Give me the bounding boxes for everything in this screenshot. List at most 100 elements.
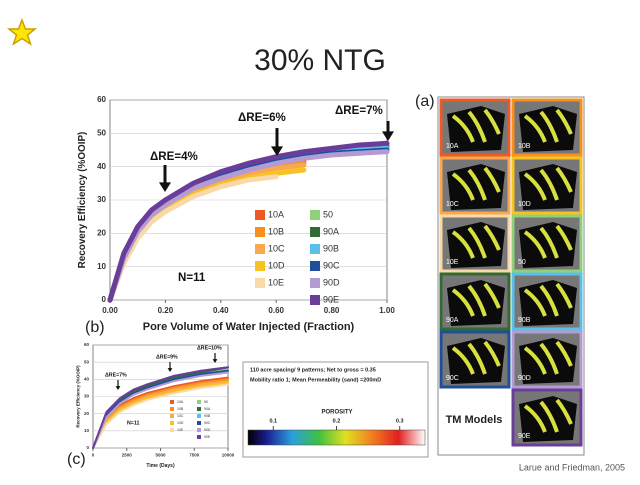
annotation: ΔRE=4% (150, 151, 198, 163)
annotation: N=11 (127, 420, 139, 426)
x-tick-label: 0.00 (102, 306, 118, 315)
model-label: 90B (518, 317, 531, 324)
legend-label: 90D (204, 428, 211, 432)
panel-label: (c) (67, 451, 86, 468)
model-label: 10E (446, 259, 459, 266)
legend-swatch (255, 227, 265, 237)
y-tick-label: 10 (97, 262, 106, 271)
sand-body (451, 224, 501, 259)
x-axis-title: Pore Volume of Water Injected (Fraction) (143, 321, 355, 333)
info-text: 110 acre spacing/ 9 patterns; Net to gro… (250, 367, 376, 373)
model-label: 10A (446, 143, 459, 150)
sand-body (523, 398, 573, 433)
series-line (92, 366, 229, 449)
legend-swatch (197, 400, 201, 404)
y-tick-label: 20 (97, 228, 106, 237)
legend-label: 10A (268, 209, 284, 219)
legend-swatch (170, 407, 174, 411)
legend-label: 10C (268, 243, 285, 253)
y-tick-label: 0 (102, 295, 107, 304)
sand-body (523, 340, 573, 375)
y-tick-label: 60 (97, 95, 106, 104)
series-line (92, 366, 229, 449)
legend-swatch (310, 210, 320, 220)
y-tick-label: 50 (97, 128, 106, 137)
annotation: ΔRE=7% (335, 105, 383, 117)
model-label: 90A (446, 317, 459, 324)
annotation: ΔRE=7% (105, 372, 127, 378)
y-tick-label: 60 (84, 342, 90, 347)
x-tick-label: 0.80 (324, 306, 340, 315)
legend-swatch (255, 278, 265, 288)
legend-swatch (170, 428, 174, 432)
y-tick-label: 50 (84, 359, 90, 364)
arrow-head (212, 359, 218, 363)
x-tick-label: 10000 (222, 453, 235, 458)
colorbar (247, 429, 426, 446)
series-line (107, 174, 279, 303)
legend-label: 90A (323, 226, 339, 236)
y-tick-label: 10 (84, 428, 90, 433)
legend-label: 10B (268, 226, 284, 236)
legend-swatch (255, 244, 265, 254)
legend-label: 10E (268, 277, 284, 287)
sand-body (451, 108, 501, 143)
x-tick-label: 0.60 (268, 306, 284, 315)
model-label: 90E (518, 433, 531, 440)
legend-label: 10D (177, 421, 184, 425)
arrow-head (382, 131, 394, 141)
arrow-head (271, 146, 283, 156)
series-line (92, 369, 229, 449)
model-label: 90C (446, 375, 459, 382)
annotation: ΔRE=10% (197, 345, 222, 351)
x-tick-label: 2500 (122, 453, 133, 458)
panel-label: (a) (415, 93, 435, 110)
series-line (92, 371, 229, 449)
legend-label: 10E (177, 428, 184, 432)
series-line (92, 383, 229, 449)
x-tick-label: 0.20 (158, 306, 174, 315)
sand-body (523, 166, 573, 201)
y-tick-label: 40 (97, 162, 106, 171)
model-label: 10B (518, 143, 531, 150)
legend-label: 10C (177, 414, 184, 418)
legend-swatch (197, 407, 201, 411)
legend-swatch (255, 261, 265, 271)
model-label: 90D (518, 375, 531, 382)
annotation: N=11 (178, 272, 206, 284)
sand-body (523, 108, 573, 143)
y-axis-title: Recovery Efficiency (%OOIP) (77, 132, 88, 269)
y-tick-label: 30 (84, 394, 90, 399)
sand-body (523, 282, 573, 317)
legend-swatch (170, 414, 174, 418)
x-tick-label: 1.00 (379, 306, 395, 315)
x-tick-label: 7500 (189, 453, 200, 458)
arrow-head (159, 182, 171, 192)
sand-body (451, 282, 501, 317)
legend-label: 10A (177, 400, 184, 404)
legend-swatch (197, 421, 201, 425)
legend-label: 90A (204, 407, 211, 411)
sand-body (451, 166, 501, 201)
legend-swatch (310, 244, 320, 254)
x-tick-label: 0 (92, 453, 95, 458)
arrow-head (115, 386, 121, 390)
series-line (92, 380, 229, 449)
legend-swatch (197, 428, 201, 432)
model-label: 50 (518, 259, 526, 266)
x-tick-label: 5000 (155, 453, 166, 458)
y-axis-title: Recovery Efficiency (%OOIP) (75, 365, 80, 428)
slide-title: 30% NTG (254, 44, 386, 77)
legend-label: 50 (323, 209, 333, 219)
colorbar-tick-label: 0.3 (396, 418, 404, 424)
colorbar-tick-label: 0.2 (333, 418, 341, 424)
legend-swatch (170, 421, 174, 425)
legend-label: 90E (204, 435, 211, 439)
legend-swatch (197, 414, 201, 418)
legend-label: 90C (323, 260, 340, 270)
y-tick-label: 0 (86, 445, 89, 450)
legend-label: 10D (268, 260, 285, 270)
legend-label: 50 (204, 400, 208, 404)
panel-label: (b) (85, 319, 105, 336)
